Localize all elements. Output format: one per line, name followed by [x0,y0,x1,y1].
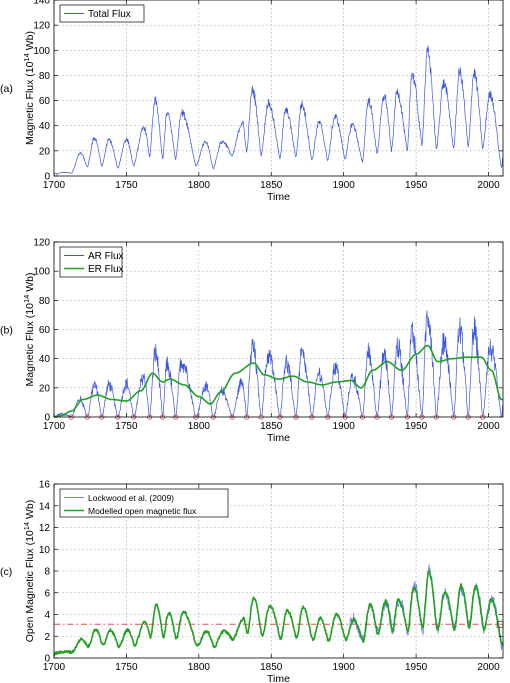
x-tick-label: 1800 [188,421,211,432]
x-axis-label: Time [267,191,290,203]
x-tick-label: 1750 [115,180,138,191]
legend-box [59,488,229,518]
legend-label: Lockwood et al. (2009) [88,493,174,503]
x-tick-label: 1700 [43,421,66,432]
y-tick-label: 40 [39,121,51,132]
chart-panel-1: 1700 1750 1800 1850 1900 1950 2000 0 20 40 60 80 100… [0,0,504,203]
x-tick-label: 2000 [477,421,500,432]
chart-panel-3: 1700 1750 1800 1850 1900 1950 2000 0 2 4 6 8 10 12 14 1… [0,480,504,683]
x-tick-label: 1950 [405,180,428,191]
legend-label: Modelled open magnetic flux [88,506,197,516]
y-tick-label: 20 [39,146,51,157]
x-tick-label: 1900 [333,180,356,191]
x-tick-label: 1750 [115,662,138,673]
x-tick-label: 1950 [405,421,428,432]
x-tick-label: 1950 [405,662,428,673]
y-tick-label: 120 [33,238,50,249]
axes-frame [53,0,504,177]
y-tick-label: 80 [39,71,51,82]
x-tick-label: 1850 [260,180,283,191]
x-tick-label: 2000 [477,662,500,673]
y-tick-label: 0 [44,654,50,665]
y-axis-label: Open Magnetic Flux (1014 Wb) [22,500,36,643]
y-tick-label: 12 [39,523,51,534]
x-tick-label: 1750 [115,421,138,432]
legend-label: Total Flux [88,9,131,20]
y-tick-label: 40 [39,354,51,365]
x-tick-label: 1850 [260,662,283,673]
y-tick-label: 6 [44,588,50,599]
y-tick-label: 140 [33,0,50,7]
y-tick-label: 16 [39,480,51,491]
series-line-ar [53,310,504,418]
y-axis-label: Magnetic Flux (1014 Wb) [22,31,36,145]
panel-label: (b) [0,325,13,337]
y-tick-label: 10 [39,545,51,556]
y-axis-label: Magnetic Flux (1014 Wb) [22,273,36,387]
chart-panel-2: 1700 1750 1800 1850 1900 1950 2000 0 20 40 60 80 100… [0,238,504,444]
series-line-open [53,570,504,657]
x-tick-label: 1900 [333,662,356,673]
x-axis-label: Time [267,673,290,683]
panel-label: (a) [0,83,13,95]
legend-box [59,246,123,278]
y-tick-label: 0 [44,413,50,424]
x-tick-label: 1800 [188,180,211,191]
y-tick-label: 100 [33,267,50,278]
x-tick-label: 1700 [43,662,66,673]
legend-box [59,4,145,23]
x-tick-label: 1900 [333,421,356,432]
series-line-er [53,344,504,418]
y-tick-label: 60 [39,96,51,107]
y-tick-label: 20 [39,383,51,394]
plot-area [54,0,503,176]
series-line-total [54,45,504,175]
y-tick-label: 80 [39,296,51,307]
x-tick-label: 2000 [477,180,500,191]
x-tick-label: 1700 [43,180,66,191]
panel-label: (c) [0,566,12,578]
y-tick-label: 0 [44,172,50,183]
y-tick-label: 60 [39,325,51,336]
legend-label: AR Flux [88,251,124,262]
y-tick-label: 14 [39,501,51,512]
y-tick-label: 120 [33,21,50,32]
y-tick-label: 2 [44,632,50,643]
y-tick-label: 8 [44,567,50,578]
x-axis-label: Time [267,432,290,444]
x-tick-label: 1850 [260,421,283,432]
x-tick-label: 1800 [188,662,211,673]
y-tick-label: 4 [44,610,50,621]
y-tick-label: 100 [33,46,50,57]
legend-label: ER Flux [88,264,124,275]
